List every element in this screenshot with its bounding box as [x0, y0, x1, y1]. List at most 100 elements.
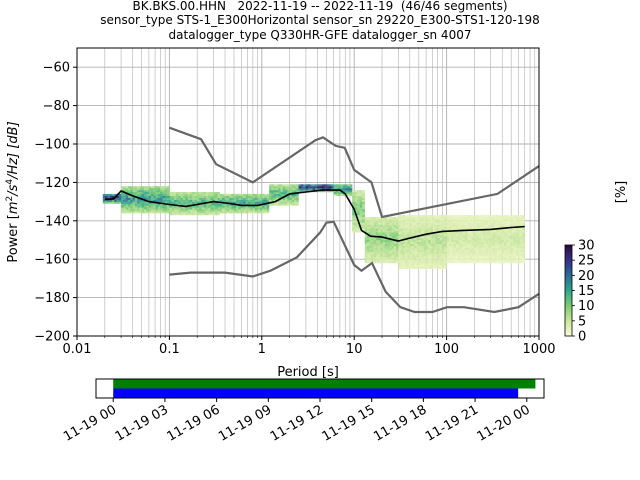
- density-cell: [437, 236, 440, 239]
- density-cell: [421, 236, 424, 239]
- density-cell: [497, 240, 500, 243]
- density-cell: [487, 243, 491, 246]
- density-cell: [171, 213, 175, 216]
- density-cell: [487, 241, 491, 245]
- density-cell: [116, 195, 119, 198]
- density-cell: [384, 249, 388, 252]
- density-cell: [414, 245, 417, 248]
- density-cell: [435, 249, 438, 252]
- density-cell: [238, 193, 242, 197]
- density-cell: [414, 264, 417, 268]
- density-cell: [155, 186, 159, 189]
- density-cell: [180, 197, 184, 200]
- density-cell: [364, 228, 368, 231]
- density-cell: [448, 224, 452, 227]
- density-cell: [494, 238, 498, 241]
- density-cell: [481, 257, 484, 260]
- density-cell: [474, 241, 477, 245]
- density-cell: [352, 228, 355, 231]
- density-cell: [453, 226, 456, 229]
- density-cell: [458, 245, 461, 248]
- density-cell: [437, 226, 440, 229]
- colorbar-cell: [565, 331, 572, 334]
- density-cell: [462, 243, 466, 246]
- density-cell: [262, 211, 265, 214]
- density-cell: [375, 222, 379, 225]
- colorbar-tick-label: 5: [578, 314, 586, 329]
- density-cell: [474, 220, 477, 223]
- density-cell: [393, 220, 397, 223]
- density-cell: [382, 234, 386, 237]
- density-cell: [347, 193, 351, 197]
- density-cell: [307, 186, 311, 189]
- density-cell: [444, 243, 447, 246]
- density-cell: [123, 199, 126, 202]
- density-cell: [497, 234, 500, 237]
- density-cell: [510, 249, 514, 252]
- density-cell: [490, 241, 493, 245]
- density-cell: [416, 234, 420, 237]
- density-cell: [396, 238, 399, 241]
- density-cell: [123, 205, 126, 208]
- density-cell: [314, 188, 318, 191]
- density-cell: [373, 226, 377, 229]
- density-cell: [490, 240, 493, 243]
- density-cell: [504, 253, 507, 256]
- density-cell: [150, 203, 154, 206]
- density-cell: [134, 199, 138, 202]
- density-cell: [483, 243, 486, 246]
- density-cell: [453, 245, 456, 248]
- density-cell: [157, 192, 161, 195]
- density-cell: [510, 255, 514, 258]
- density-cell: [273, 192, 277, 195]
- density-cell: [180, 209, 184, 212]
- density-cell: [362, 193, 365, 197]
- density-cell: [217, 211, 220, 214]
- density-cell: [499, 224, 502, 227]
- density-cell: [405, 253, 408, 256]
- density-cell: [354, 203, 358, 206]
- density-cell: [282, 199, 286, 202]
- density-cell: [130, 203, 133, 206]
- density-cell: [208, 207, 211, 210]
- density-cell: [146, 188, 149, 191]
- density-cell: [483, 224, 486, 227]
- density-cell: [467, 240, 470, 243]
- density-cell: [409, 222, 413, 225]
- density-cell: [504, 243, 507, 246]
- density-cell: [205, 213, 209, 216]
- density-cell: [185, 207, 188, 210]
- density-cell: [194, 195, 198, 198]
- density-cell: [478, 261, 482, 264]
- density-cell: [139, 186, 142, 189]
- density-cell: [485, 261, 489, 264]
- density-cell: [421, 215, 424, 218]
- density-cell: [384, 253, 388, 256]
- density-cell: [444, 228, 447, 231]
- density-cell: [259, 211, 263, 214]
- density-cell: [114, 193, 117, 197]
- colorbar-cell: [565, 249, 572, 252]
- density-cell: [400, 241, 404, 245]
- density-cell: [515, 245, 518, 248]
- density-cell: [219, 199, 223, 202]
- density-cell: [453, 228, 456, 231]
- density-cell: [437, 228, 440, 231]
- density-cell: [435, 261, 438, 264]
- density-cell: [441, 247, 445, 250]
- density-cell: [389, 226, 392, 229]
- density-cell: [243, 211, 246, 214]
- density-cell: [324, 184, 327, 187]
- density-cell: [178, 201, 182, 204]
- density-cell: [412, 222, 415, 225]
- density-cell: [504, 261, 507, 264]
- density-cell: [483, 226, 486, 229]
- density-cell: [393, 261, 397, 264]
- density-cell: [208, 211, 211, 214]
- density-cell: [359, 211, 363, 214]
- density-cell: [389, 222, 392, 225]
- density-cell: [243, 207, 246, 210]
- density-cell: [359, 195, 363, 198]
- density-cell: [430, 230, 433, 233]
- density-cell: [522, 240, 525, 243]
